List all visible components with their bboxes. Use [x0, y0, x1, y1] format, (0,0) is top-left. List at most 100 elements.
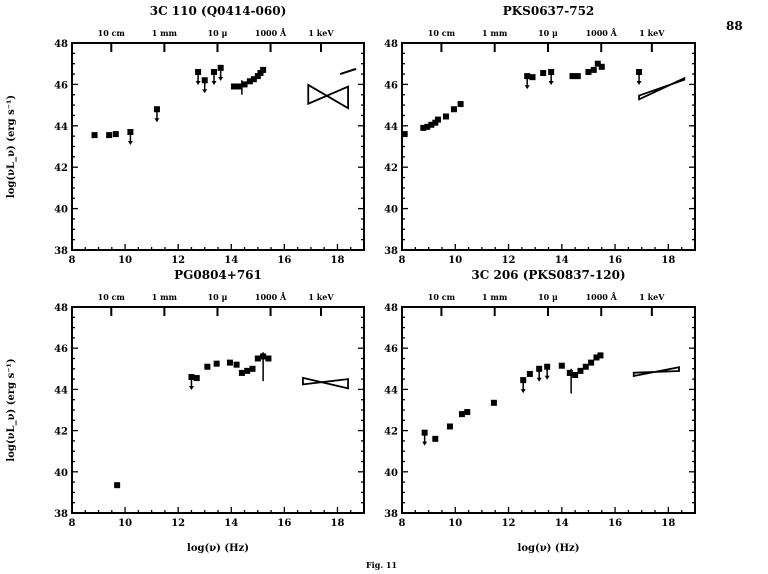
y-tick-label: 42	[54, 427, 68, 438]
data-point	[420, 124, 427, 131]
data-point	[193, 375, 200, 382]
upper-limit-arrowhead	[636, 80, 642, 85]
y-tick-label: 38	[384, 246, 398, 257]
top-axis-label: 10 cm	[98, 28, 126, 38]
top-axis-label: 10 μ	[538, 292, 558, 302]
y-axis-label: log(νL_ν) (erg s⁻¹)	[6, 358, 17, 461]
x-tick-label: 16	[277, 255, 291, 266]
data-point	[566, 369, 573, 376]
data-point	[464, 409, 471, 416]
top-axis-label: 1000 Å	[586, 292, 618, 302]
data-point	[246, 78, 253, 85]
data-point	[598, 63, 605, 70]
y-tick-label: 38	[54, 246, 68, 257]
data-point	[249, 365, 256, 372]
top-axis-label: 1 keV	[308, 28, 334, 38]
page-number: 88	[726, 19, 743, 33]
xray-bowtie	[632, 366, 680, 378]
x-tick-label: 8	[399, 518, 406, 529]
x-axis-label: log(ν) (Hz)	[187, 543, 249, 554]
data-point	[254, 355, 261, 362]
y-tick-label: 40	[384, 468, 398, 479]
data-point	[490, 399, 497, 406]
x-tick-label: 12	[502, 255, 516, 266]
data-point	[204, 363, 211, 370]
y-tick-label: 38	[384, 509, 398, 520]
top-axis-label: 1 keV	[308, 292, 334, 302]
data-point	[450, 106, 457, 113]
y-tick-label: 48	[384, 39, 398, 50]
top-axis-label: 1 mm	[482, 28, 508, 38]
x-tick-label: 8	[399, 255, 406, 266]
plot-frame	[71, 306, 365, 514]
data-point	[112, 131, 119, 138]
x-tick-label: 10	[448, 518, 462, 529]
data-point	[529, 74, 536, 81]
x-tick-label: 18	[661, 518, 675, 529]
x-tick-label: 8	[69, 518, 76, 529]
panel-title: 3C 110 (Q0414-060)	[150, 4, 287, 18]
x-tick-label: 10	[118, 518, 132, 529]
sed-panel: 3C 110 (Q0414-060) 8 10 12 14 16 18 38 40 42 44 46 4…	[6, 4, 365, 266]
y-tick-label: 46	[384, 80, 398, 91]
figure-caption: Fig. 11	[366, 560, 398, 570]
upper-limit-arrowhead	[524, 85, 530, 90]
x-tick-label: 18	[330, 518, 344, 529]
data-point	[526, 370, 533, 377]
data-point	[458, 411, 465, 418]
y-tick-label: 46	[54, 344, 68, 355]
top-axis-label: 1000 Å	[586, 28, 618, 38]
y-tick-label: 44	[54, 385, 68, 396]
data-point	[572, 371, 579, 378]
xray-bowtie	[307, 83, 349, 110]
top-axis-label: 10 cm	[98, 292, 126, 302]
y-tick-label: 40	[54, 468, 68, 479]
data-point	[260, 66, 267, 73]
x-tick-label: 10	[448, 255, 462, 266]
upper-limit-arrowhead	[536, 377, 542, 382]
data-line	[339, 67, 357, 76]
data-point	[257, 70, 264, 77]
upper-limit-arrowhead	[422, 441, 428, 446]
data-point	[597, 352, 604, 359]
data-point	[540, 70, 547, 77]
data-point	[250, 76, 257, 83]
x-tick-label: 14	[555, 518, 569, 529]
x-tick-label: 10	[118, 255, 132, 266]
top-axis-label: 1 mm	[482, 292, 508, 302]
y-tick-label: 46	[54, 80, 68, 91]
data-point	[434, 116, 441, 123]
data-point	[593, 354, 600, 361]
data-point	[260, 353, 267, 360]
top-axis-label: 1 keV	[639, 28, 665, 38]
data-point	[585, 68, 592, 75]
data-point	[588, 359, 595, 366]
data-point	[577, 367, 584, 374]
upper-limit-arrowhead	[154, 118, 160, 123]
x-tick-label: 12	[171, 518, 185, 529]
data-point	[226, 359, 233, 366]
upper-limit-arrowhead	[548, 80, 554, 85]
data-point	[590, 66, 597, 73]
data-point	[428, 121, 435, 128]
top-axis-label: 10 μ	[538, 28, 558, 38]
data-point	[442, 113, 449, 120]
x-tick-label: 8	[69, 255, 76, 266]
top-axis-label: 1000 Å	[255, 292, 287, 302]
data-point	[91, 132, 98, 139]
data-point	[233, 361, 240, 368]
upper-limit-arrowhead	[544, 375, 550, 380]
xray-bowtie	[638, 76, 686, 101]
y-tick-label: 48	[54, 303, 68, 314]
data-point	[446, 423, 453, 430]
data-point	[241, 81, 248, 88]
x-tick-label: 14	[224, 255, 238, 266]
x-tick-label: 16	[608, 255, 622, 266]
plot-frame	[401, 306, 696, 514]
upper-limit-arrowhead	[218, 76, 224, 81]
x-tick-label: 18	[330, 255, 344, 266]
top-axis-label: 1 keV	[639, 292, 665, 302]
top-axis-label: 10 μ	[208, 292, 228, 302]
upper-limit-arrowhead	[195, 80, 201, 85]
data-point	[424, 123, 431, 130]
